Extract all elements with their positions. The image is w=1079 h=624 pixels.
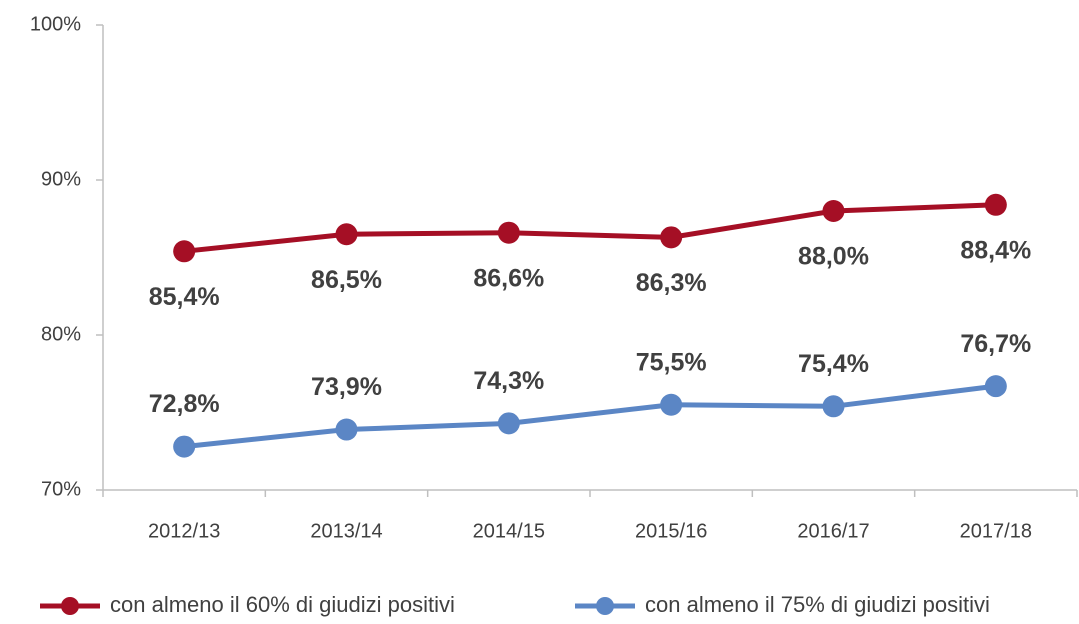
x-tick-label: 2013/14 xyxy=(310,520,382,542)
point xyxy=(660,393,683,416)
x-tick-label: 2016/17 xyxy=(797,520,869,542)
y-tick-label: 90% xyxy=(41,168,81,190)
series-line xyxy=(183,202,996,254)
y-tick-label: 80% xyxy=(41,323,81,345)
data-label: 85,4% xyxy=(149,283,220,311)
data-label: 72,8% xyxy=(149,390,220,418)
legend-marker xyxy=(61,597,79,615)
series-line xyxy=(183,383,997,450)
point xyxy=(660,226,683,249)
point xyxy=(497,221,520,244)
data-label: 86,3% xyxy=(636,269,707,297)
legend-marker xyxy=(596,597,614,615)
data-label: 75,5% xyxy=(636,348,707,376)
data-label: 88,4% xyxy=(960,236,1031,264)
x-tick-label: 2015/16 xyxy=(635,520,707,542)
data-label: 76,7% xyxy=(960,330,1031,358)
x-tick-label: 2014/15 xyxy=(473,520,545,542)
legend-label: con almeno il 75% di giudizi positivi xyxy=(645,592,990,617)
data-label: 75,4% xyxy=(798,350,869,378)
x-tick-label: 2017/18 xyxy=(960,520,1032,542)
data-label: 73,9% xyxy=(311,373,382,401)
data-label: 86,5% xyxy=(311,266,382,294)
y-tick-label: 100% xyxy=(30,13,81,35)
legend-label: con almeno il 60% di giudizi positivi xyxy=(110,592,455,617)
x-tick-label: 2012/13 xyxy=(148,520,220,542)
point xyxy=(335,418,358,441)
point xyxy=(173,435,196,458)
point xyxy=(822,200,845,222)
data-label: 88,0% xyxy=(798,243,869,271)
point xyxy=(984,193,1007,216)
point xyxy=(822,395,845,418)
point xyxy=(335,223,358,246)
y-tick-label: 70% xyxy=(41,478,81,500)
data-label: 74,3% xyxy=(473,367,544,395)
point xyxy=(173,240,196,263)
data-label: 86,6% xyxy=(473,264,544,292)
point xyxy=(497,412,520,435)
point xyxy=(984,375,1007,398)
